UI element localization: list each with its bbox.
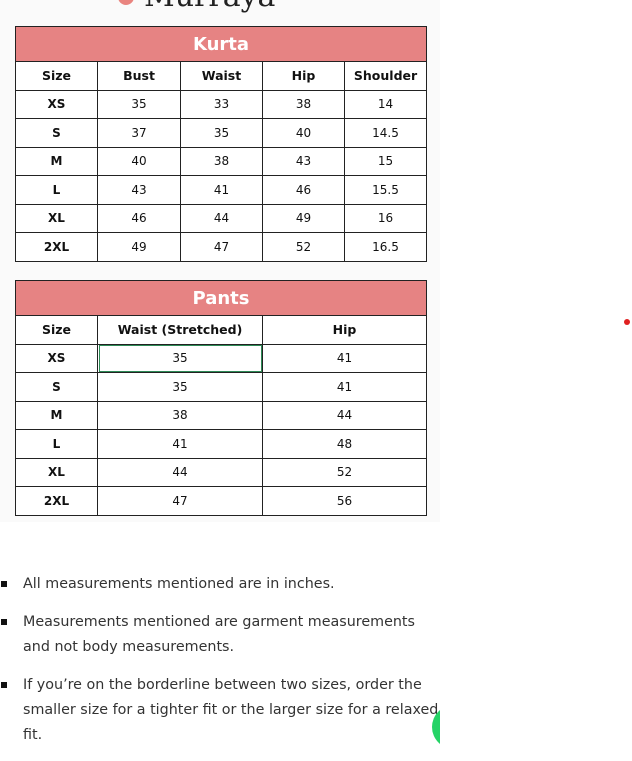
bullet-icon bbox=[1, 619, 7, 625]
column-header: Hip bbox=[262, 61, 345, 91]
column-header: Size bbox=[15, 315, 98, 345]
table-row: XS 35 41 bbox=[15, 343, 428, 373]
kurta-title: Kurta bbox=[14, 26, 428, 62]
column-header: Shoulder bbox=[343, 61, 428, 91]
size-cell: M bbox=[15, 400, 98, 430]
table-row: XS 35 33 38 14 bbox=[15, 89, 428, 119]
value-cell: 41 bbox=[261, 343, 428, 373]
value-cell: 35 bbox=[180, 118, 263, 148]
size-cell: S bbox=[15, 372, 98, 402]
size-cell: XL bbox=[15, 457, 98, 487]
pants-size-table: Pants Size Waist (Stretched) Hip XS 35 41 S 35 41… bbox=[14, 280, 428, 516]
note-text: Measurements mentioned are garment measu… bbox=[23, 614, 415, 655]
value-cell: 46 bbox=[97, 203, 181, 233]
value-cell: 40 bbox=[262, 118, 345, 148]
value-cell: 48 bbox=[261, 429, 428, 459]
flower-icon bbox=[118, 0, 134, 5]
size-cell: XS bbox=[15, 343, 98, 373]
table-row: 2XL 47 56 bbox=[15, 486, 428, 516]
size-cell: L bbox=[15, 429, 98, 459]
size-notes-list: All measurements mentioned are in inches… bbox=[0, 572, 440, 761]
size-cell: S bbox=[15, 118, 98, 148]
size-chart-image: Murraya KurtaSizeBustWaistHipShoulderXS3… bbox=[0, 0, 440, 522]
value-cell: 52 bbox=[261, 457, 428, 487]
header-row: Size Bust Waist Hip Shoulder bbox=[15, 61, 428, 91]
note-item: If you’re on the borderline between two … bbox=[0, 673, 440, 748]
table-row: XL 44 52 bbox=[15, 457, 428, 487]
value-cell: 47 bbox=[97, 486, 263, 516]
column-header: Waist bbox=[180, 61, 263, 91]
table-row: M 38 44 bbox=[15, 400, 428, 430]
red-dot-marker bbox=[624, 319, 630, 325]
value-cell: 47 bbox=[180, 232, 263, 262]
value-cell: 14 bbox=[343, 89, 428, 119]
bullet-icon bbox=[1, 682, 7, 688]
value-cell: 44 bbox=[261, 400, 428, 430]
bullet-icon bbox=[1, 581, 7, 587]
value-cell: 15.5 bbox=[343, 175, 428, 205]
brand-logo: Murraya bbox=[118, 0, 275, 12]
table-row: XL 46 44 49 16 bbox=[15, 203, 428, 233]
value-cell: 56 bbox=[261, 486, 428, 516]
column-header: Waist (Stretched) bbox=[97, 315, 263, 345]
value-cell: 33 bbox=[180, 89, 263, 119]
header-row: Size Waist (Stretched) Hip bbox=[15, 315, 428, 345]
note-text: If you’re on the borderline between two … bbox=[23, 677, 439, 743]
value-cell: 38 bbox=[97, 400, 263, 430]
note-item: Measurements mentioned are garment measu… bbox=[0, 610, 440, 660]
value-cell: 41 bbox=[97, 429, 263, 459]
logo-text: Murraya bbox=[144, 0, 275, 12]
value-cell: 38 bbox=[262, 89, 345, 119]
size-cell: L bbox=[15, 175, 98, 205]
value-cell: 35 bbox=[97, 372, 263, 402]
value-cell: 40 bbox=[97, 146, 181, 176]
value-cell: 46 bbox=[262, 175, 345, 205]
note-item: All measurements mentioned are in inches… bbox=[0, 572, 440, 597]
table-row: 2XL 49 47 52 16.5 bbox=[15, 232, 428, 262]
table-row: L 41 48 bbox=[15, 429, 428, 459]
kurta-size-table: Kurta Size Bust Waist Hip Shoulder XS 35 33 38 14 S… bbox=[14, 26, 428, 262]
value-cell: 49 bbox=[97, 232, 181, 262]
size-cell: 2XL bbox=[15, 486, 98, 516]
column-header: Hip bbox=[261, 315, 428, 345]
value-cell: 41 bbox=[261, 372, 428, 402]
value-cell: 16 bbox=[343, 203, 428, 233]
whatsapp-chat-button[interactable] bbox=[432, 705, 440, 749]
value-cell: 14.5 bbox=[343, 118, 428, 148]
column-header: Bust bbox=[97, 61, 181, 91]
value-cell: 35 bbox=[97, 89, 181, 119]
table-row: S 37 35 40 14.5 bbox=[15, 118, 428, 148]
size-cell: XS bbox=[15, 89, 98, 119]
value-cell: 44 bbox=[97, 457, 263, 487]
column-header: Size bbox=[15, 61, 98, 91]
value-cell: 44 bbox=[180, 203, 263, 233]
value-cell: 43 bbox=[97, 175, 181, 205]
value-cell: 52 bbox=[262, 232, 345, 262]
value-cell: 49 bbox=[262, 203, 345, 233]
value-cell: 41 bbox=[180, 175, 263, 205]
size-cell: M bbox=[15, 146, 98, 176]
value-cell: 16.5 bbox=[343, 232, 428, 262]
table-row: L 43 41 46 15.5 bbox=[15, 175, 428, 205]
table-row: M 40 38 43 15 bbox=[15, 146, 428, 176]
table-row: S 35 41 bbox=[15, 372, 428, 402]
value-cell: 37 bbox=[97, 118, 181, 148]
value-cell: 43 bbox=[262, 146, 345, 176]
value-cell: 35 bbox=[97, 343, 263, 373]
pants-title: Pants bbox=[14, 280, 428, 316]
value-cell: 38 bbox=[180, 146, 263, 176]
size-cell: 2XL bbox=[15, 232, 98, 262]
value-cell: 15 bbox=[343, 146, 428, 176]
note-text: All measurements mentioned are in inches… bbox=[23, 576, 335, 592]
size-cell: XL bbox=[15, 203, 98, 233]
